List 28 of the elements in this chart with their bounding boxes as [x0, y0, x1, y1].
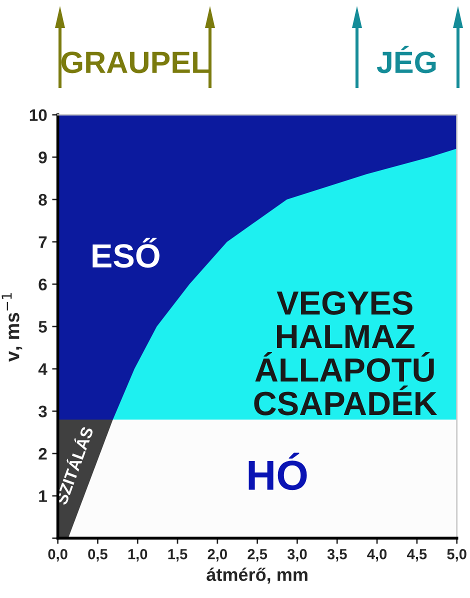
- y-tick-label: 10: [30, 109, 47, 122]
- y-tick-label: 9: [38, 152, 47, 164]
- y-tick-label: 8: [38, 194, 47, 206]
- x-tick-label: 0,0: [48, 549, 68, 562]
- y-axis-title: v, ms$^{−1}$: [2, 293, 22, 362]
- x-tick-label: 2,0: [208, 549, 227, 562]
- series-label: VEGYES HALMAZ ÁLLAPOTÚ CSAPADÉK: [254, 291, 438, 416]
- series-label: ESŐ: [92, 238, 160, 268]
- x-tick-label: 3,5: [327, 549, 347, 562]
- x-tick-label: 1,0: [128, 549, 148, 562]
- x-tick-label: 4,5: [407, 549, 427, 562]
- x-tick-label: 1,5: [168, 549, 188, 562]
- y-tick-label: 2: [38, 448, 47, 460]
- x-tick-label: 5,0: [447, 549, 466, 562]
- y-tick-label: 6: [38, 278, 47, 290]
- text: JÉG: [376, 46, 436, 74]
- x-axis-title: átmérő, mm: [206, 568, 308, 584]
- y-tick-label: 4: [38, 363, 48, 375]
- y-tick-label: 7: [38, 236, 47, 248]
- x-tick-label: 4,0: [367, 549, 387, 562]
- x-tick-label: 0,5: [88, 549, 108, 562]
- series-label: HÓ: [248, 452, 307, 490]
- y-tick-label: 3: [38, 406, 47, 418]
- y-tick-label: 1: [39, 490, 47, 502]
- text: GRAUPEL: [62, 52, 209, 74]
- x-tick-label: 3,0: [287, 549, 307, 562]
- y-tick-label: 5: [38, 321, 47, 333]
- x-tick-label: 2,5: [248, 549, 268, 562]
